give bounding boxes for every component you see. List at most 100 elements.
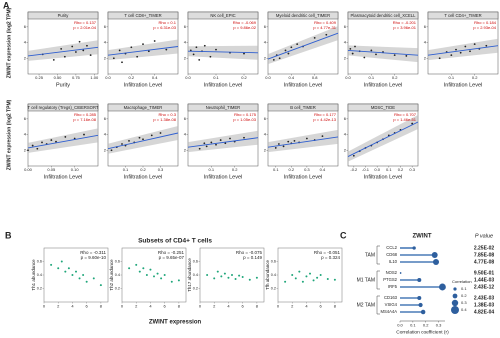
point [153, 40, 156, 42]
x-axis-label: Infiltration Level [204, 174, 243, 180]
x-tick-label: 8 [256, 304, 259, 309]
point [352, 154, 355, 157]
point [227, 276, 230, 279]
point [135, 263, 138, 266]
x-axis-label: Infiltration Level [444, 82, 483, 88]
x-axis-label: ZWINT expression [149, 320, 202, 326]
x-tick-label: 2 [291, 304, 294, 309]
point [63, 55, 66, 58]
p-value: 7.85E-08 [474, 252, 495, 258]
plot-title: Purity [58, 13, 70, 18]
gene-label: IRF5 [388, 284, 398, 289]
point [216, 270, 219, 273]
fit-line [27, 46, 99, 57]
confidence-band [348, 115, 418, 162]
x-axis-label: Infiltration Level [364, 82, 403, 88]
point [438, 57, 441, 60]
rho-label: Rho = -0.311 [80, 250, 106, 255]
x-tick-label: 0.0 [105, 75, 111, 80]
p-label: p = 1.46e-51 [393, 117, 416, 122]
point [243, 136, 245, 139]
legend-dot [451, 299, 459, 307]
confidence-band [28, 40, 98, 61]
y-tick-label: 4 [104, 132, 107, 137]
plot-title: T cell CD8+_TIMER [124, 13, 161, 18]
gene-label: VSIG4 [385, 302, 398, 307]
point [75, 270, 77, 273]
point [215, 143, 217, 146]
point [326, 278, 329, 281]
point [138, 136, 141, 139]
bracket [376, 245, 380, 265]
rho-label: Rho = 0.175 [234, 112, 257, 117]
x-tick-label: 0.2 [289, 167, 295, 172]
y-axis-label: Th2 abundance [109, 259, 114, 291]
point [277, 143, 280, 145]
y-tick-label: 2 [104, 55, 107, 60]
y-tick-label: 2 [184, 147, 187, 152]
point [219, 139, 222, 141]
point [321, 135, 324, 138]
point [248, 278, 251, 281]
rho-label: Rho = 0.409 [314, 20, 337, 25]
x-tick-label: 0.3 [409, 167, 415, 172]
x-tick-label: 0.1 [123, 167, 129, 172]
x-tick-label: 0.10 [71, 167, 80, 172]
panel-label: B [5, 230, 12, 240]
point [255, 276, 258, 279]
panel-label: A [3, 0, 10, 10]
group-label: M2 TAM [357, 302, 375, 308]
point [121, 143, 123, 145]
point [149, 268, 152, 271]
point [210, 141, 213, 144]
point [165, 48, 168, 51]
gene-label: MS4A4A [380, 309, 397, 314]
title-strip [347, 103, 419, 112]
p-label: p = 1.05e-03 [233, 117, 256, 122]
x-tick-label: 4 [227, 304, 230, 309]
lollipop-dot [417, 278, 422, 282]
x-tick-label: 0.1 [273, 167, 279, 172]
title-strip [347, 11, 419, 20]
confidence-band [268, 129, 338, 153]
point [118, 49, 121, 52]
plot-title: T cell regulatory (Tregs)_CIBERSORT [28, 105, 99, 110]
point [82, 274, 85, 276]
point [71, 45, 74, 48]
point [241, 276, 244, 279]
rho-label: Rho = 0.184 [474, 20, 497, 25]
point [99, 284, 102, 287]
point [282, 145, 285, 148]
title-strip [427, 11, 499, 20]
lollipop-dot [418, 302, 423, 308]
point [213, 277, 216, 280]
point [294, 277, 297, 280]
x-tick-label: 0.0 [265, 75, 271, 80]
point [455, 48, 457, 51]
x-tick-label: 0.3 [436, 323, 442, 328]
point [41, 141, 43, 144]
lollipop-dot [432, 258, 440, 266]
point [312, 279, 315, 282]
p-label: p = 2.93e-04 [473, 25, 496, 30]
fit-line [107, 132, 179, 150]
point [272, 58, 275, 61]
gene-label: PTGS2 [383, 277, 397, 282]
x-tick-label: 0.8 [312, 75, 318, 80]
point [57, 267, 60, 270]
y-tick-label: 2 [424, 55, 427, 60]
plot-title: NK cell_EPIC [210, 13, 235, 18]
y-tick-label: 2 [344, 147, 347, 152]
x-tick-label: 0.0 [185, 75, 191, 80]
point [293, 139, 296, 142]
y-tick-label: 0.4 [193, 273, 198, 277]
point [203, 44, 206, 47]
title-strip [27, 103, 99, 112]
y-tick-label: 6 [424, 24, 427, 29]
p-value: 1.38E-03 [474, 302, 495, 308]
point [67, 267, 70, 270]
point [142, 267, 145, 270]
p-label: p = 3.96e-01 [393, 25, 416, 30]
point [215, 48, 217, 51]
x-tick-label: 4 [305, 304, 308, 309]
